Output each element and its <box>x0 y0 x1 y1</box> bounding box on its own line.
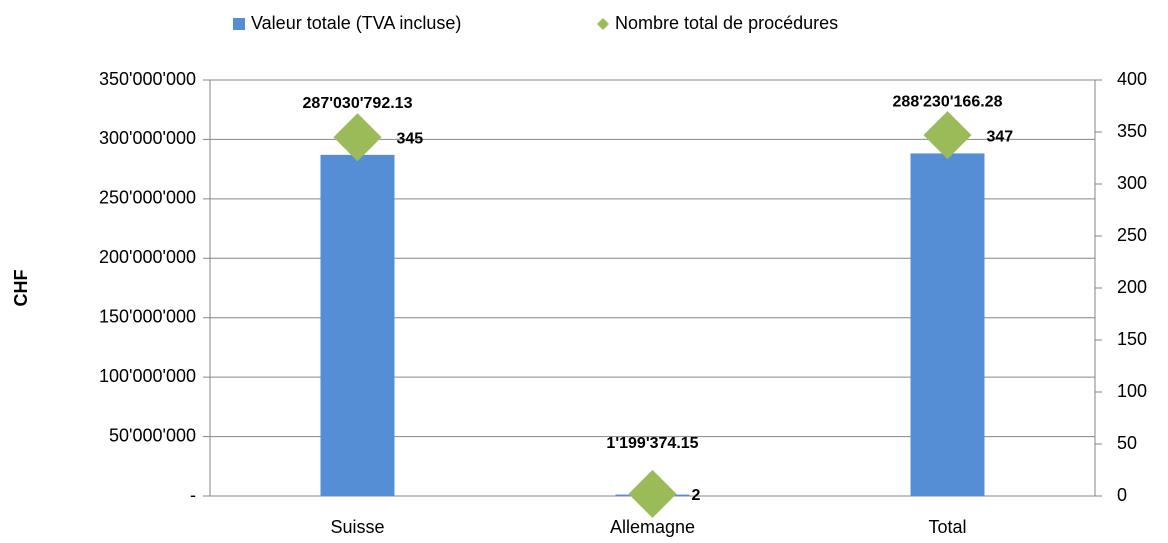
y2-tick-label: 300 <box>1117 173 1147 193</box>
y-tick-label: 250'000'000 <box>99 188 196 208</box>
legend-swatch <box>597 18 609 30</box>
x-tick-label: Suisse <box>330 517 384 537</box>
marker-value-label: 347 <box>987 128 1014 145</box>
y-tick-label: 150'000'000 <box>99 306 196 326</box>
y2-tick-label: 0 <box>1117 485 1127 505</box>
y2-tick-label: 50 <box>1117 433 1137 453</box>
bar <box>910 153 985 497</box>
y-axis-label: CHF <box>11 270 31 307</box>
legend-swatch <box>233 18 245 30</box>
diamond-marker <box>628 469 677 518</box>
bar-value-label: 1'199'374.15 <box>606 435 698 452</box>
y2-tick-label: 150 <box>1117 329 1147 349</box>
bar-value-label: 288'230'166.28 <box>893 94 1003 111</box>
y-tick-label: 100'000'000 <box>99 366 196 386</box>
bar <box>320 154 395 497</box>
y2-tick-label: 400 <box>1117 69 1147 89</box>
x-tick-label: Total <box>928 517 966 537</box>
y-tick-label: - <box>190 485 196 505</box>
y2-tick-label: 200 <box>1117 277 1147 297</box>
diamond-marker <box>923 111 972 160</box>
legend-label: Valeur totale (TVA incluse) <box>251 13 461 33</box>
y2-tick-label: 250 <box>1117 225 1147 245</box>
y2-tick-label: 350 <box>1117 121 1147 141</box>
legend-label: Nombre total de procédures <box>615 13 838 33</box>
y-tick-label: 50'000'000 <box>109 425 196 445</box>
diamond-marker <box>333 113 382 162</box>
bar-value-label: 287'030'792.13 <box>303 95 413 112</box>
x-tick-label: Allemagne <box>610 517 695 537</box>
marker-value-label: 345 <box>397 130 424 147</box>
y-tick-label: 300'000'000 <box>99 128 196 148</box>
y-tick-label: 350'000'000 <box>99 69 196 89</box>
y2-tick-label: 100 <box>1117 381 1147 401</box>
y-tick-label: 200'000'000 <box>99 247 196 267</box>
marker-value-label: 2 <box>692 487 701 504</box>
